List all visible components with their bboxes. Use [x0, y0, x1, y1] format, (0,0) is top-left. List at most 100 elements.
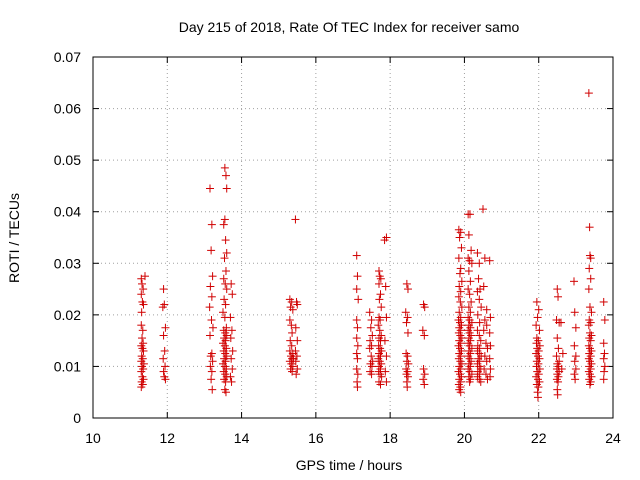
data-point — [464, 303, 473, 312]
data-point — [475, 331, 484, 340]
data-point — [457, 303, 466, 312]
data-point — [352, 285, 361, 294]
data-point — [420, 303, 429, 312]
data-point — [571, 323, 580, 332]
data-point — [533, 393, 542, 402]
data-point — [534, 383, 543, 392]
axis-ticks — [92, 56, 614, 419]
grid — [93, 57, 613, 418]
data-point — [353, 354, 362, 363]
data-point — [139, 300, 148, 309]
data-point — [160, 346, 169, 355]
data-point — [481, 339, 490, 348]
data-point — [599, 354, 608, 363]
data-point — [374, 321, 383, 330]
data-point — [226, 372, 235, 381]
y-tick-label: 0.07 — [54, 49, 81, 65]
data-point — [207, 292, 216, 301]
data-point — [292, 370, 301, 379]
data-point — [454, 254, 463, 263]
data-point — [288, 367, 297, 376]
data-point — [557, 318, 565, 327]
data-point — [403, 328, 412, 337]
data-point — [220, 295, 229, 304]
data-point — [554, 344, 563, 353]
data-point — [382, 352, 391, 361]
data-point — [554, 292, 563, 301]
data-point — [139, 346, 148, 355]
data-point — [222, 248, 231, 257]
data-point — [375, 267, 383, 276]
data-point — [226, 334, 235, 343]
data-point — [585, 264, 594, 273]
data-point — [486, 341, 495, 350]
data-point — [227, 279, 236, 288]
x-tick-label: 24 — [605, 430, 621, 446]
data-point — [293, 300, 302, 309]
y-axis-title: ROTI / TECUs — [6, 193, 22, 283]
data-point — [570, 370, 579, 379]
data-point — [375, 326, 384, 335]
data-point — [353, 272, 362, 281]
data-point — [486, 365, 495, 374]
data-point — [353, 383, 362, 392]
data-point — [376, 274, 385, 283]
data-point — [286, 336, 295, 345]
data-point — [367, 362, 376, 371]
data-point — [457, 243, 466, 252]
data-point — [353, 323, 362, 332]
data-point — [207, 367, 216, 376]
data-point — [222, 285, 231, 294]
data-point — [466, 277, 475, 286]
data-point — [206, 362, 215, 371]
x-tick-label: 10 — [85, 430, 101, 446]
data-point — [376, 380, 385, 389]
data-point — [466, 210, 474, 219]
data-point — [219, 274, 228, 283]
data-point — [207, 220, 216, 229]
data-point — [159, 367, 168, 376]
data-point — [208, 357, 217, 366]
data-point — [141, 272, 149, 281]
data-point — [221, 171, 230, 180]
data-point — [570, 308, 579, 317]
data-point — [570, 341, 579, 350]
data-point — [137, 290, 146, 299]
data-point — [365, 344, 374, 353]
data-point — [367, 316, 376, 325]
data-point — [403, 352, 412, 361]
data-point — [418, 326, 427, 335]
data-point — [599, 339, 608, 348]
data-point — [206, 282, 215, 291]
data-point — [228, 346, 237, 355]
data-point — [380, 336, 389, 345]
data-point — [382, 233, 391, 242]
data-point — [220, 215, 229, 224]
data-point — [584, 321, 593, 330]
data-point — [159, 354, 168, 363]
data-point — [420, 331, 429, 340]
data-point — [221, 300, 230, 309]
data-point — [486, 313, 495, 322]
data-point — [532, 321, 541, 330]
data-point — [220, 254, 229, 263]
data-point — [587, 308, 596, 317]
x-tick-label: 22 — [531, 430, 547, 446]
data-point — [137, 308, 146, 317]
y-tick-label: 0 — [73, 410, 81, 426]
data-point — [381, 282, 390, 291]
data-point — [352, 365, 361, 374]
data-point — [477, 303, 486, 312]
data-point — [571, 352, 580, 361]
y-tick-label: 0.05 — [54, 152, 81, 168]
data-point — [586, 254, 595, 263]
data-point — [287, 341, 296, 350]
data-point — [222, 184, 231, 193]
data-point — [221, 236, 230, 245]
data-point — [403, 372, 412, 381]
data-point — [220, 163, 229, 172]
scatter-points — [137, 89, 609, 402]
x-tick-label: 18 — [382, 430, 398, 446]
